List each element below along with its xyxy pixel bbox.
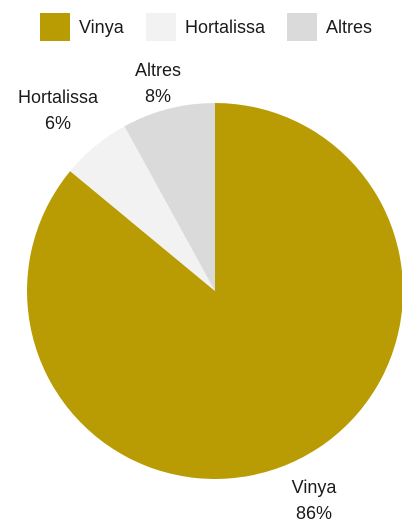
pie-slice-vinya [27,103,402,479]
slice-label-value-hortalissa: 6% [45,113,71,133]
pie-slice-hortalissa [70,126,215,291]
legend-label-vinya: Vinya [79,16,124,37]
legend-label-altres: Altres [326,16,373,37]
slice-label-value-vinya: 86% [296,503,332,523]
legend-swatch-vinya [40,13,70,41]
legend-swatch-altres [287,13,317,41]
chart-legend: Vinya Hortalissa Altres [0,12,402,42]
slice-label-value-altres: 8% [145,86,171,106]
legend-item-vinya: Vinya [40,12,124,42]
legend-label-hortalissa: Hortalissa [185,16,266,37]
slice-label-name-vinya: Vinya [292,477,338,497]
legend-swatch-hortalissa [146,13,176,41]
slice-label-name-altres: Altres [135,60,181,80]
legend-item-hortalissa: Hortalissa [146,12,265,42]
pie-slice-altres [124,103,215,291]
legend-item-altres: Altres [287,12,372,42]
slice-label-name-hortalissa: Hortalissa [18,87,99,107]
